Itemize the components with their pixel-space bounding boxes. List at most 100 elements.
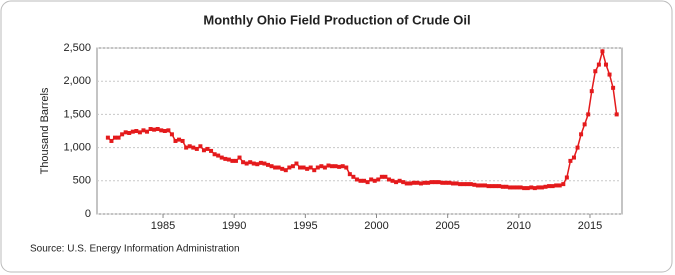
data-point <box>233 158 238 163</box>
data-point <box>397 178 402 183</box>
data-point <box>209 148 214 153</box>
data-point <box>525 186 530 191</box>
data-point <box>454 181 459 186</box>
data-point <box>269 164 274 169</box>
data-point <box>105 135 110 140</box>
data-point <box>490 184 495 189</box>
data-point <box>603 62 608 67</box>
data-point <box>305 166 310 171</box>
x-tick-label: 1995 <box>293 220 317 232</box>
data-point <box>177 137 182 142</box>
data-point <box>191 145 196 150</box>
data-point <box>312 168 317 173</box>
data-point <box>589 89 594 94</box>
data-point <box>226 157 231 162</box>
data-point <box>547 184 552 189</box>
data-point <box>152 127 157 132</box>
data-point <box>379 174 384 179</box>
data-point <box>148 127 153 132</box>
data-point <box>219 155 224 160</box>
y-axis-label: Thousand Barrels <box>39 87 51 174</box>
data-point <box>180 138 185 143</box>
chart-title: Monthly Ohio Field Production of Crude O… <box>203 12 470 27</box>
data-point <box>184 145 189 150</box>
data-point <box>248 160 253 165</box>
data-point <box>354 177 359 182</box>
data-point <box>358 178 363 183</box>
data-point <box>319 164 324 169</box>
data-point <box>561 182 566 187</box>
data-point <box>596 62 601 67</box>
data-point <box>507 185 512 190</box>
data-point <box>479 183 484 188</box>
y-tick-label: 1,500 <box>63 108 91 120</box>
data-point <box>532 186 537 191</box>
data-point <box>109 138 114 143</box>
data-point <box>155 127 160 132</box>
data-point <box>201 148 206 153</box>
data-point <box>426 180 431 185</box>
data-point <box>614 112 619 117</box>
data-point <box>458 182 463 187</box>
plot-area <box>96 47 623 215</box>
data-point <box>130 129 135 134</box>
data-point <box>554 183 559 188</box>
data-point <box>571 155 576 160</box>
data-point <box>422 180 427 185</box>
data-point <box>394 180 399 185</box>
data-point <box>187 144 192 149</box>
data-point <box>593 69 598 74</box>
data-point <box>522 186 527 191</box>
data-point <box>436 180 441 185</box>
data-point <box>141 128 146 133</box>
data-point <box>486 184 491 189</box>
data-point <box>365 180 370 185</box>
data-point <box>550 184 555 189</box>
data-point <box>433 180 438 185</box>
data-point <box>511 185 516 190</box>
data-point <box>326 163 331 168</box>
data-point <box>216 153 221 158</box>
data-point <box>159 128 164 133</box>
data-point <box>251 161 256 166</box>
data-point <box>301 165 306 170</box>
data-point <box>443 180 448 185</box>
data-point <box>265 162 270 167</box>
data-point <box>579 132 584 137</box>
data-point <box>223 156 228 161</box>
data-point <box>611 85 616 90</box>
x-tick-label: 1990 <box>222 220 246 232</box>
data-point <box>134 129 139 133</box>
data-point <box>258 160 263 165</box>
y-tick-label: 2,500 <box>63 42 91 54</box>
data-point <box>230 158 235 163</box>
data-point <box>468 182 473 187</box>
data-point <box>536 185 541 190</box>
data-point <box>145 129 150 134</box>
data-point <box>586 112 591 117</box>
data-point <box>411 180 416 185</box>
data-point <box>262 161 267 166</box>
data-point <box>120 132 125 137</box>
data-point <box>376 177 381 182</box>
y-tick-label: 500 <box>73 175 91 187</box>
data-point <box>280 166 285 171</box>
data-point <box>415 180 420 185</box>
data-point <box>347 172 352 177</box>
data-point <box>337 164 342 169</box>
data-point <box>401 180 406 185</box>
data-point <box>315 165 320 170</box>
data-point <box>465 182 470 187</box>
data-point <box>362 178 367 183</box>
data-point <box>500 184 505 189</box>
data-point <box>568 158 573 163</box>
data-point <box>212 152 217 157</box>
x-tick-label: 2010 <box>507 220 531 232</box>
y-tick-label: 0 <box>85 208 91 220</box>
data-point <box>198 144 203 149</box>
data-point <box>493 184 498 189</box>
data-point <box>383 174 388 179</box>
data-point <box>113 135 118 140</box>
data-point <box>529 185 534 190</box>
